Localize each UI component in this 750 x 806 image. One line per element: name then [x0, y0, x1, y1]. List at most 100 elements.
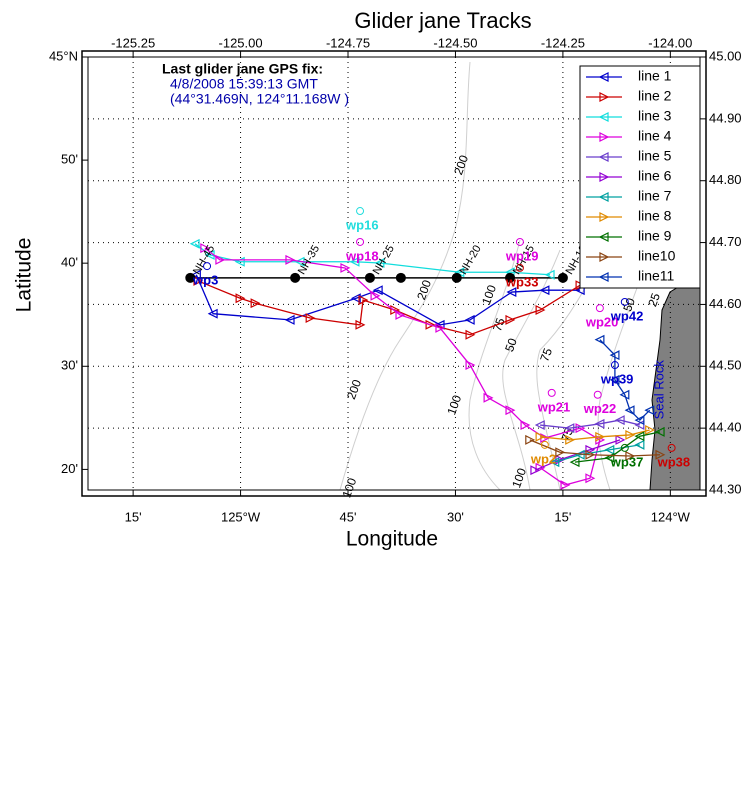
map-border	[81, 50, 707, 497]
top-tick-label: -124.25	[541, 35, 585, 50]
track-line	[194, 243, 551, 276]
legend-label: line 2	[638, 88, 672, 104]
contour-label: 100	[444, 393, 464, 417]
waypoint-marker	[595, 304, 604, 313]
gps-heading: Last glider jane GPS fix:	[162, 61, 323, 77]
right-tick-label: 44.70	[709, 234, 742, 249]
track-marker	[215, 254, 226, 265]
track-marker	[644, 405, 655, 416]
legend-label: line 3	[638, 108, 672, 124]
track-marker	[505, 405, 516, 416]
legend-marker	[599, 92, 610, 102]
top-tick-label: -124.00	[648, 35, 692, 50]
track-marker	[585, 449, 596, 460]
waypoint-label: wp37	[610, 454, 644, 469]
track-marker	[340, 262, 351, 273]
track-marker	[350, 293, 361, 304]
bottom-tick-label: 15'	[554, 509, 571, 524]
track-marker	[564, 423, 575, 434]
bottom-tick-label: 15'	[125, 509, 142, 524]
track-marker	[200, 243, 211, 254]
top-tick-label: -125.00	[219, 35, 263, 50]
legend-label: line 6	[638, 168, 672, 184]
track-marker	[349, 256, 360, 267]
legend-label: line 7	[638, 188, 672, 204]
track-marker	[370, 290, 381, 301]
track-marker	[520, 420, 531, 431]
track-marker	[535, 462, 546, 473]
gps-time: 4/8/2008 15:39:13 GMT	[170, 76, 318, 92]
waypoint-marker	[540, 440, 549, 449]
track-marker	[305, 313, 316, 324]
track-marker	[535, 305, 546, 315]
legend-marker	[598, 272, 609, 282]
left-tick-label: 30'	[61, 358, 78, 373]
contour-label: 200	[344, 377, 364, 401]
station-dot	[185, 272, 196, 283]
station-dot	[451, 272, 462, 283]
track-marker	[425, 319, 436, 330]
top-tick-label: -124.75	[326, 35, 370, 50]
legend-marker	[598, 152, 609, 162]
waypoint-marker	[515, 237, 524, 246]
legend-label: line 9	[638, 228, 672, 244]
waypoint-marker	[515, 263, 524, 272]
waypoint-label: wp2	[530, 451, 556, 466]
y-axis-label: Latitude	[13, 238, 36, 313]
left-tick-label: 50'	[61, 152, 78, 167]
track-marker	[506, 287, 517, 298]
track-marker	[585, 444, 596, 455]
legend-label: line 4	[638, 128, 672, 144]
station-dot	[557, 272, 568, 283]
legend-marker	[598, 192, 609, 202]
right-tick-label: 44.60	[709, 296, 742, 311]
track-line	[204, 247, 601, 486]
waypoint-label: wp18	[345, 248, 379, 263]
track-marker	[634, 431, 645, 442]
waypoint-label: wp33	[505, 274, 539, 289]
track-marker	[435, 322, 446, 333]
waypoint-marker	[667, 443, 676, 452]
waypoint-marker	[356, 207, 365, 216]
track-marker	[465, 360, 476, 371]
legend-label: line 1	[638, 68, 672, 84]
right-tick-label: 44.40	[709, 420, 742, 435]
track-marker	[464, 314, 475, 325]
track-marker	[634, 420, 645, 431]
waypoint-marker	[547, 388, 556, 397]
station-dot	[395, 272, 406, 283]
waypoint-marker	[620, 443, 629, 452]
legend-label: line10	[638, 248, 676, 264]
bottom-tick-label: 45'	[340, 509, 357, 524]
track-marker	[207, 308, 218, 319]
track-marker	[250, 298, 261, 309]
waypoint-marker	[356, 237, 365, 246]
waypoint-label: wp39	[600, 371, 634, 386]
track-marker	[555, 447, 566, 458]
waypoint-label: wp38	[657, 454, 691, 469]
place-label: Seal Rock	[651, 360, 666, 420]
legend: line 1 line 2 line 3 line 4 line 5 line 6 line…	[579, 65, 701, 289]
legend-marker	[599, 252, 610, 262]
track-marker	[634, 415, 645, 426]
contour-label: 100	[479, 283, 499, 307]
legend-marker	[599, 132, 610, 142]
left-tick-label: 40'	[61, 255, 78, 270]
track-marker	[565, 434, 576, 445]
track-line	[197, 264, 650, 336]
track-marker	[595, 431, 606, 442]
right-tick-label: 45.00	[709, 48, 742, 63]
track-marker	[569, 457, 580, 468]
gps-position: (44°31.469N, 124°11.168W )	[170, 91, 349, 107]
track-marker	[284, 314, 295, 325]
right-tick-label: 44.80	[709, 172, 742, 187]
contour-line	[339, 61, 471, 491]
track-line	[574, 431, 661, 463]
track-line	[599, 339, 651, 422]
title: Glider jane Tracks	[354, 8, 531, 33]
waypoint-marker	[203, 262, 212, 271]
legend-label: line 5	[638, 148, 672, 164]
contour-label: 25	[645, 291, 663, 309]
